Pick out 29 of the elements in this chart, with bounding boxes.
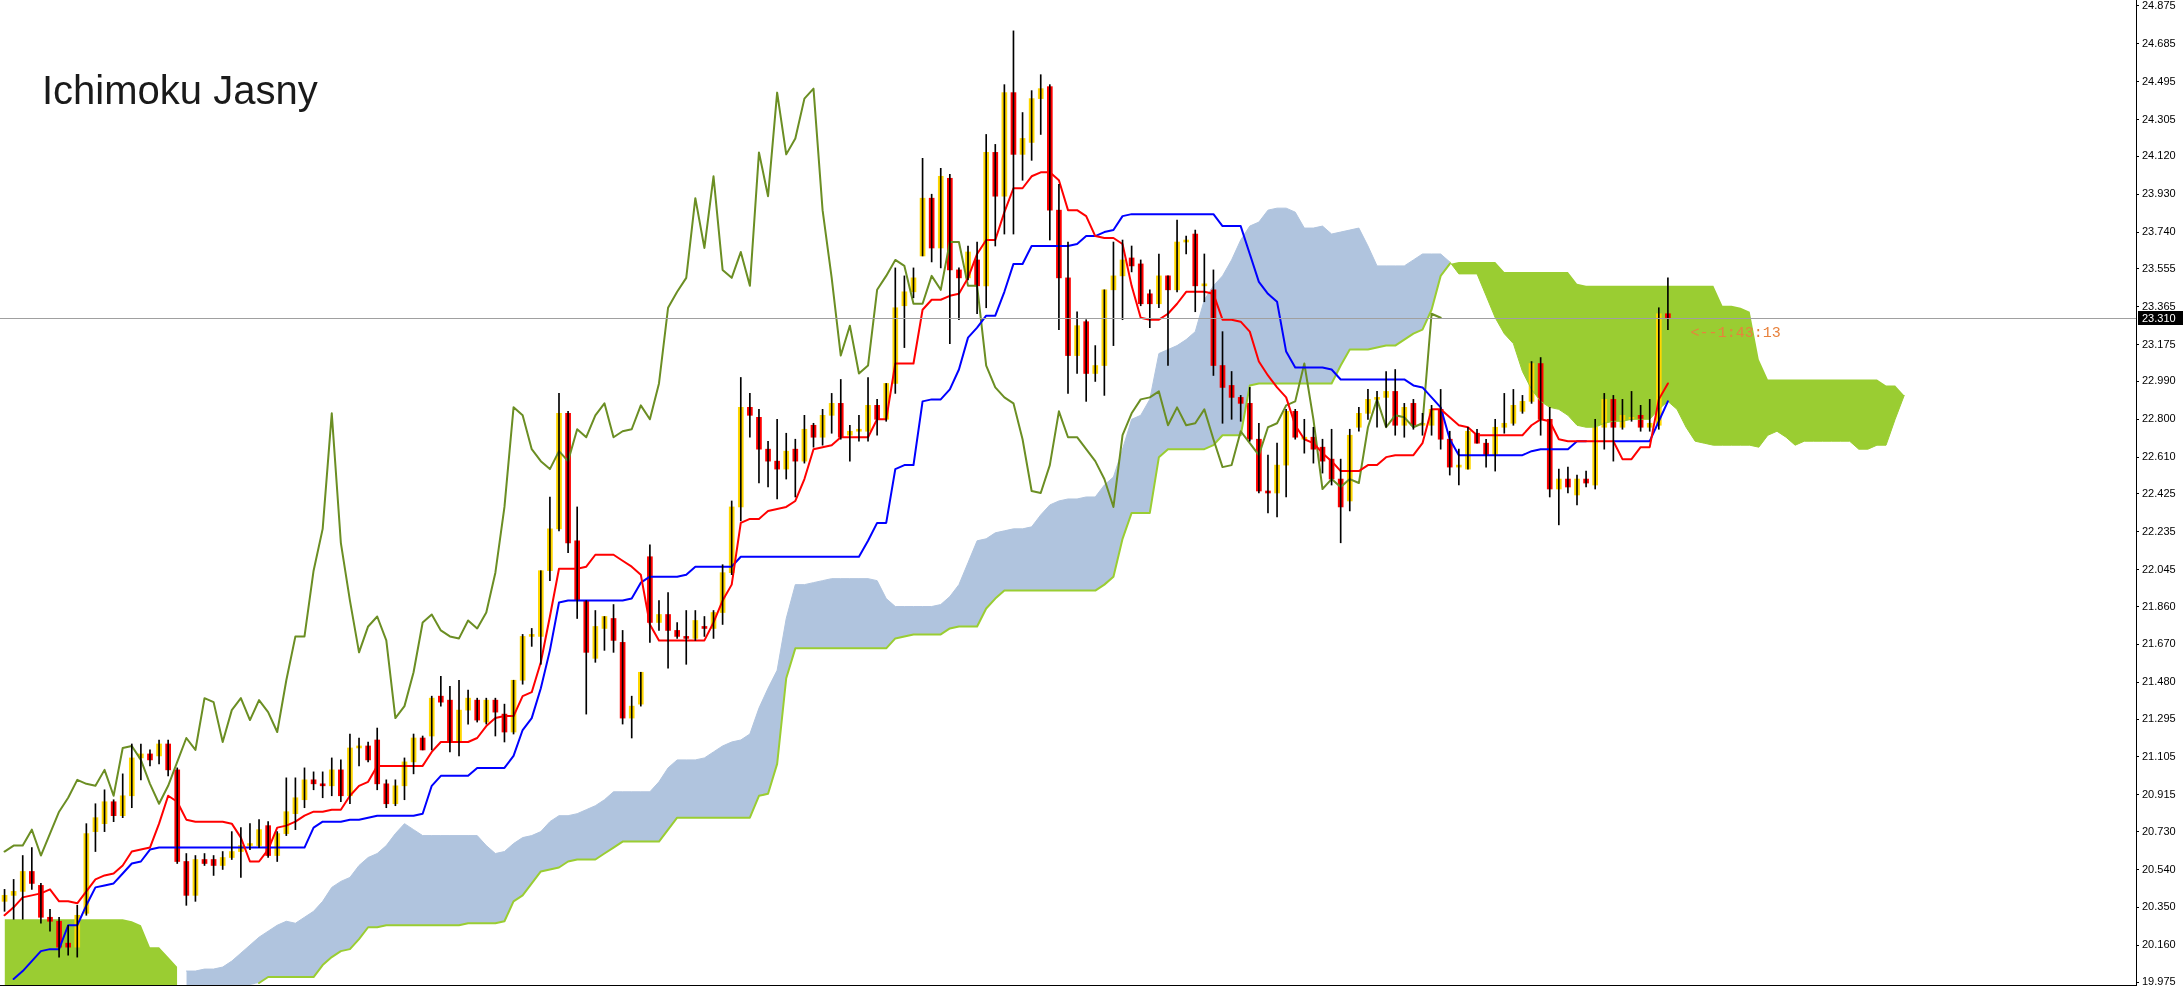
y-tick-label: 22.235 <box>2142 524 2176 537</box>
y-tick-label: 21.860 <box>2142 599 2176 612</box>
y-tick-label: 23.930 <box>2142 187 2176 200</box>
y-tick-label: 20.540 <box>2142 862 2176 875</box>
y-tick-label: 20.350 <box>2142 900 2176 913</box>
y-tick-label: 19.975 <box>2142 975 2176 988</box>
text: Ichimoku Jasny <box>42 68 318 112</box>
y-tick-label: 23.175 <box>2142 337 2176 350</box>
y-tick-label: 24.120 <box>2142 149 2176 162</box>
y-tick-label: 23.740 <box>2142 225 2176 238</box>
y-tick-label: 22.045 <box>2142 562 2176 575</box>
y-tick-label: 21.105 <box>2142 749 2176 762</box>
y-tick-label: 22.425 <box>2142 487 2176 500</box>
y-tick-label: 20.160 <box>2142 938 2176 951</box>
y-tick-label: 22.990 <box>2142 374 2176 387</box>
y-tick-label: 24.685 <box>2142 36 2176 49</box>
y-tick-label: 21.295 <box>2142 712 2176 725</box>
ref-line-label: 23.310 <box>2142 311 2176 324</box>
y-tick-label: 24.305 <box>2142 112 2176 125</box>
y-tick-label: 22.800 <box>2142 412 2176 425</box>
y-tick-label: 23.555 <box>2142 261 2176 274</box>
y-tick-label: 20.730 <box>2142 824 2176 837</box>
y-tick-label: 24.495 <box>2142 74 2176 87</box>
y-tick-label: 20.915 <box>2142 787 2176 800</box>
y-tick-label: 21.670 <box>2142 637 2176 650</box>
y-tick-label: 21.480 <box>2142 675 2176 688</box>
y-tick-label: 24.875 <box>2142 0 2176 12</box>
y-tick-label: 22.610 <box>2142 450 2176 463</box>
y-tick-label: 23.365 <box>2142 299 2176 312</box>
